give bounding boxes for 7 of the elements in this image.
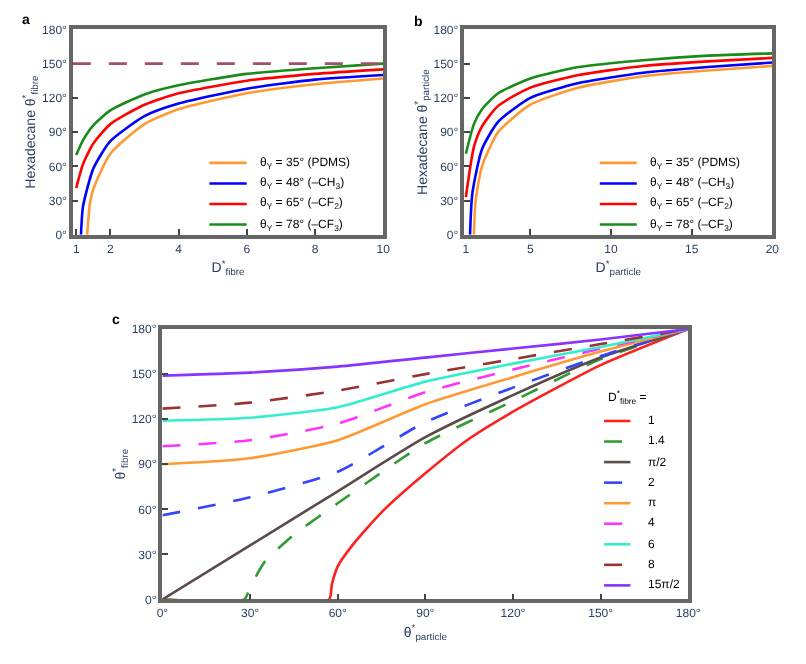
line-series: [464, 56, 773, 199]
line-series: [464, 52, 773, 156]
line-series: [162, 329, 689, 600]
line-series: [162, 329, 689, 377]
line-series: [74, 62, 384, 157]
line-series: [74, 68, 384, 190]
line-series: [162, 329, 689, 517]
